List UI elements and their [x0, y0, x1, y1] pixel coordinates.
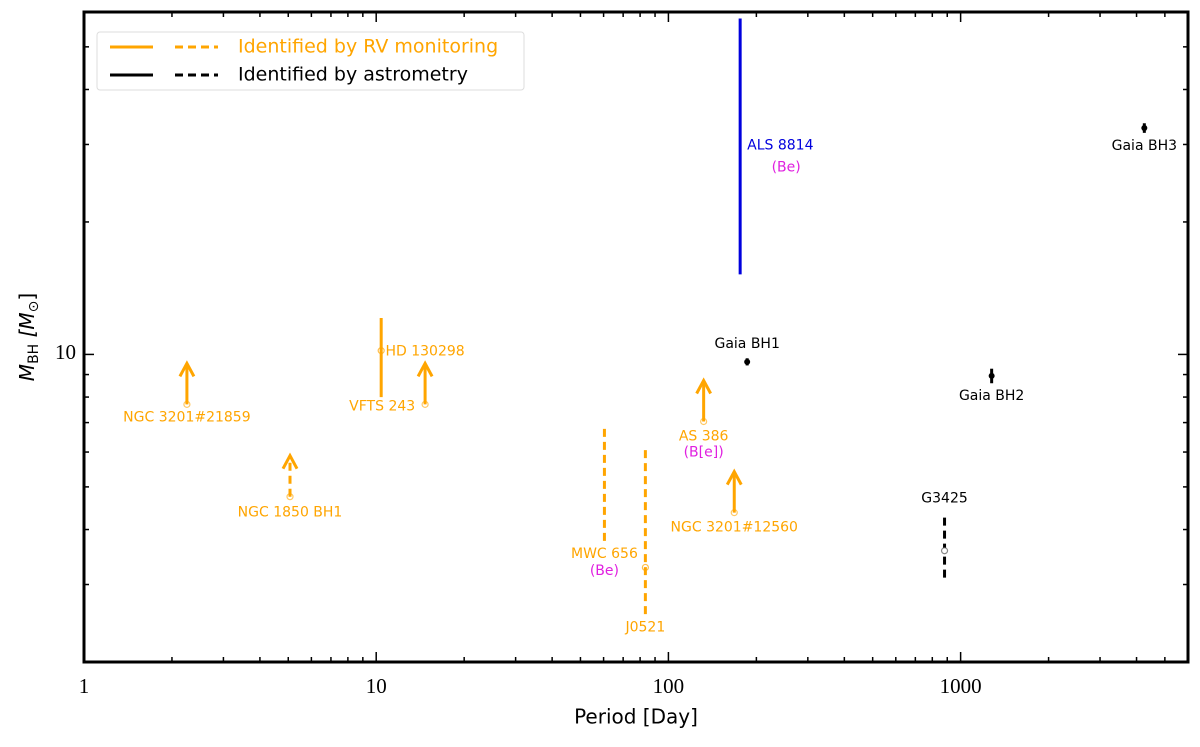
y-axis-label-part: ]: [15, 293, 39, 301]
y-axis-label-part: ⊙: [26, 301, 42, 313]
arrow-head: [178, 360, 196, 378]
point: [988, 372, 995, 379]
y-tick-label: 10: [55, 340, 76, 364]
legend-label: Identified by astrometry: [238, 64, 468, 86]
point: [641, 563, 649, 572]
object-label: J0521: [624, 619, 665, 635]
point: [286, 493, 294, 501]
point: [1141, 124, 1148, 131]
point: [700, 417, 708, 426]
object-label: AS 386: [679, 428, 729, 444]
plot-frame: [82, 10, 1190, 664]
point: [377, 347, 385, 355]
object-note: (Be): [772, 159, 801, 175]
object-label: Gaia BH2: [959, 388, 1024, 404]
point: [183, 400, 191, 408]
x-tick-label: 10: [366, 674, 387, 698]
object-label: G3425: [921, 491, 967, 507]
object-label: ALS 8814: [747, 137, 813, 153]
y-axis-label-part: M: [15, 364, 39, 381]
point: [421, 400, 429, 408]
arrow-head: [281, 452, 299, 470]
arrow-head: [695, 377, 712, 395]
x-axis-label: Period [Day]: [574, 705, 698, 729]
point: [940, 547, 949, 555]
object-label: NGC 1850 BH1: [238, 505, 343, 521]
object-label: NGC 3201#21859: [123, 409, 250, 425]
object-label: Gaia BH3: [1112, 138, 1177, 154]
legend-label: Identified by RV monitoring: [238, 36, 498, 58]
y-axis-label: MBH [M⊙]: [15, 293, 43, 381]
arrow-head: [416, 360, 434, 378]
x-tick-label: 100: [653, 674, 685, 698]
y-axis-label-part: [M: [15, 312, 39, 343]
y-axis-label-part: BH: [26, 344, 42, 364]
x-tick-label: 1: [79, 674, 90, 698]
object-note: (Be): [590, 563, 619, 579]
object-label: NGC 3201#12560: [671, 520, 798, 536]
object-note: (B[e]): [684, 444, 724, 460]
point: [730, 509, 738, 517]
object-label: Gaia BH1: [714, 336, 779, 352]
x-tick-label: 1000: [940, 674, 982, 698]
object-label: MWC 656: [571, 546, 638, 562]
arrow-head: [725, 468, 743, 486]
object-label: HD 130298: [385, 343, 464, 359]
point: [744, 358, 751, 365]
object-label: VFTS 243: [349, 399, 415, 415]
